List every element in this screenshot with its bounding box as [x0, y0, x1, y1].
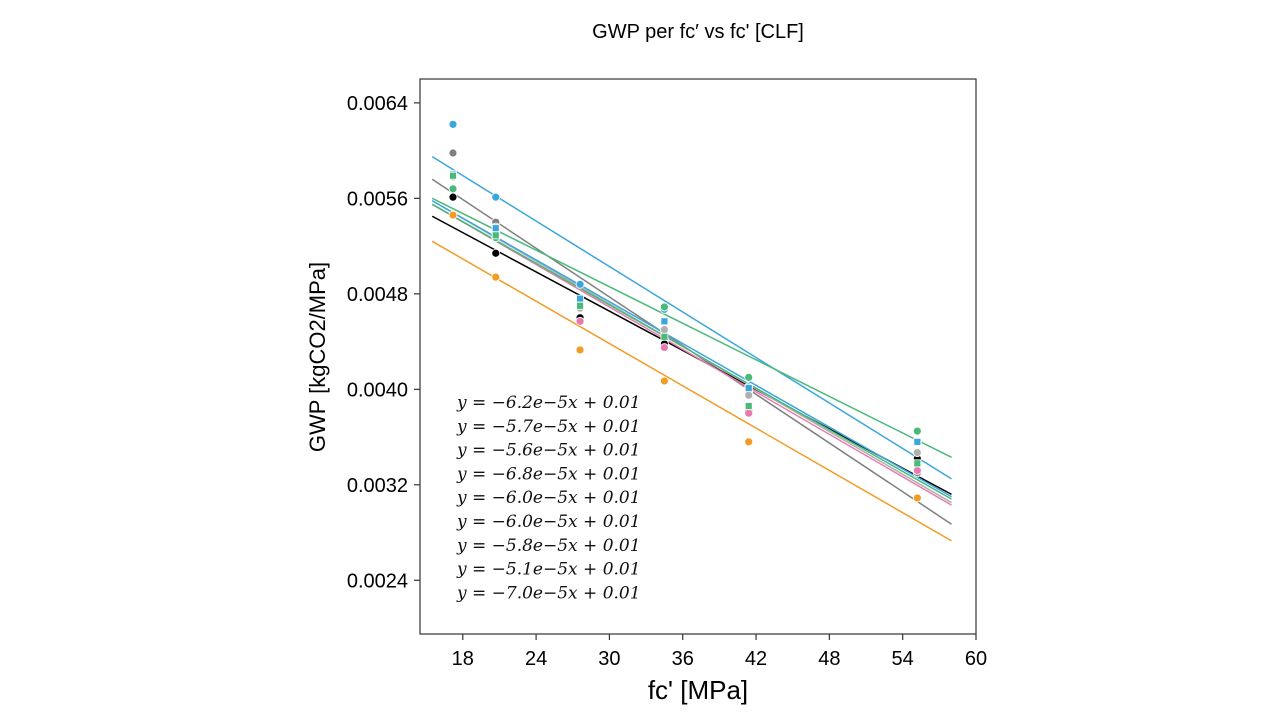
y-axis-label: GWP [kgCO2/MPa] [305, 262, 330, 452]
data-point-s5-4 [659, 376, 669, 386]
data-point-s3-5 [744, 372, 754, 382]
data-point-s5-2 [491, 272, 501, 282]
data-point-s8-5 [744, 384, 753, 393]
data-point-s5-1 [448, 210, 458, 220]
data-point-s2-1 [448, 148, 458, 158]
x-tick-label-6: 48 [818, 648, 840, 670]
fit-line-1 [431, 155, 952, 480]
data-point-s8-2 [491, 224, 500, 233]
y-tick-label-2: 0.0032 [347, 475, 408, 497]
x-axis-ticks: 18 24 30 36 42 48 54 60 [452, 634, 987, 670]
data-points [448, 119, 922, 503]
data-point-s4-1 [448, 192, 458, 202]
x-tick-label-3: 30 [598, 648, 620, 670]
data-point-s9-4 [660, 332, 669, 341]
y-tick-label-4: 0.0048 [347, 284, 408, 306]
x-tick-label-5: 42 [745, 648, 767, 670]
data-point-s7-4 [659, 325, 669, 335]
data-point-s8-3 [576, 294, 584, 303]
x-tick-label-2: 24 [525, 648, 547, 670]
x-tick-label-7: 54 [892, 648, 914, 670]
data-point-s5-3 [575, 345, 585, 355]
y-axis-ticks: 0.0024 0.0032 0.0040 0.0048 0.0056 0.0064 [347, 93, 420, 592]
data-point-s3-1 [448, 184, 458, 194]
equation-list: y = −6.2e−5x + 0.01 y = −5.7e−5x + 0.01 y … [456, 393, 641, 603]
data-point-s1-2 [491, 192, 501, 202]
y-tick-label-5: 0.0056 [347, 188, 408, 210]
data-point-s1-1 [448, 119, 458, 129]
fit-line-5 [431, 240, 952, 542]
data-point-s7-6 [912, 448, 922, 457]
x-tick-label-4: 36 [672, 648, 694, 670]
fit-lines [431, 155, 952, 542]
data-point-s6-6 [912, 466, 922, 475]
data-point-s9-5 [744, 402, 753, 410]
equation-8: y = −5.1e−5x + 0.01 [456, 560, 641, 580]
x-tick-label-1: 18 [452, 648, 474, 670]
y-tick-label-1: 0.0024 [347, 570, 408, 592]
x-axis-label: fc' [MPa] [648, 675, 748, 705]
plot-frame [419, 78, 977, 635]
equation-3: y = −5.6e−5x + 0.01 [456, 441, 641, 461]
data-point-s9-6 [913, 459, 922, 468]
fit-line-8 [431, 200, 952, 498]
data-point-s8-4 [660, 317, 669, 326]
y-tick-label-6: 0.0064 [347, 93, 408, 115]
fit-line-6 [431, 203, 952, 506]
data-point-s6-5 [744, 408, 754, 418]
data-point-s4-2 [491, 248, 501, 258]
equation-9: y = −7.0e−5x + 0.01 [456, 583, 641, 603]
equation-6: y = −6.0e−5x + 0.01 [456, 512, 641, 532]
x-tick-label-8: 60 [965, 648, 987, 670]
data-point-s3-4 [659, 302, 669, 312]
data-point-s6-4 [659, 343, 669, 352]
data-point-s9-1 [449, 171, 457, 180]
equation-1: y = −6.2e−5x + 0.01 [456, 393, 641, 413]
data-point-s1-3 [575, 279, 585, 289]
data-point-s5-5 [744, 437, 754, 447]
equation-7: y = −5.8e−5x + 0.01 [456, 536, 641, 556]
y-tick-label-3: 0.0040 [347, 379, 408, 401]
data-point-s9-3 [576, 301, 584, 310]
data-point-s3-6 [912, 426, 922, 436]
data-point-s6-3 [575, 316, 585, 326]
data-point-s7-5 [744, 390, 754, 400]
equation-5: y = −6.0e−5x + 0.01 [456, 488, 641, 508]
data-point-s5-6 [912, 493, 922, 503]
equation-4: y = −6.8e−5x + 0.01 [456, 464, 641, 484]
equation-2: y = −5.7e−5x + 0.01 [456, 417, 641, 437]
fit-line-3 [431, 197, 952, 459]
chart-title: GWP per fc′ vs fc' [CLF] [592, 21, 804, 43]
data-point-s8-6 [913, 437, 922, 446]
data-point-s9-2 [491, 231, 500, 240]
fit-line-9 [431, 203, 952, 500]
